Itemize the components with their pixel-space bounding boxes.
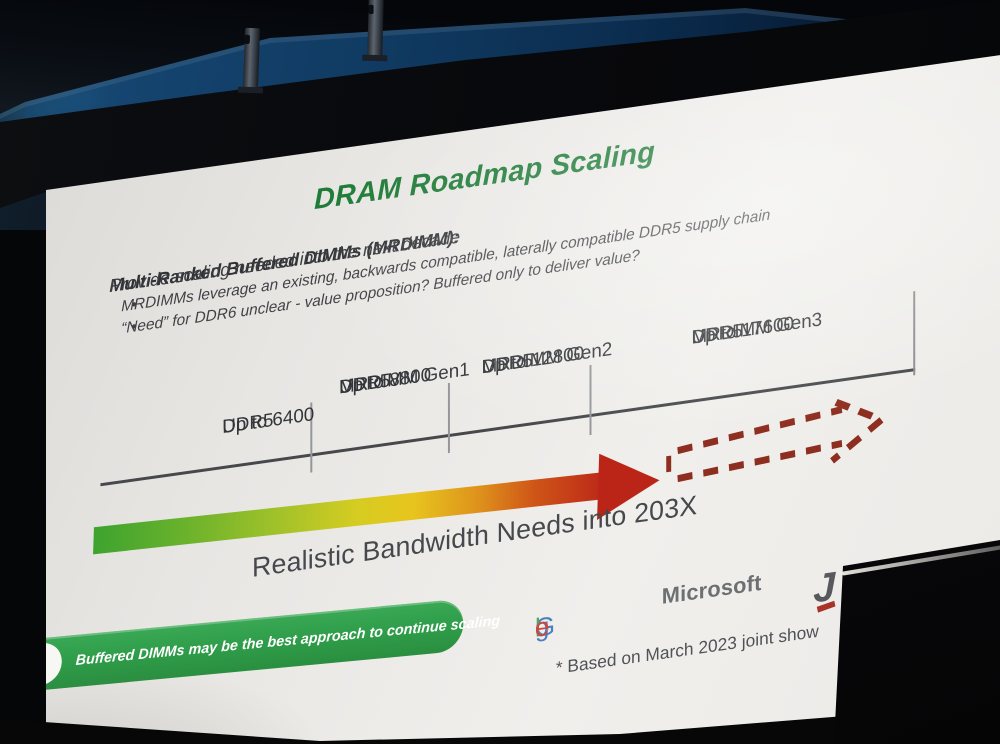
google-logo-letter: e — [535, 610, 549, 643]
dashed-future-arrow-icon — [666, 398, 889, 483]
bracket-slot — [244, 34, 250, 44]
bracket-foot — [237, 86, 264, 94]
footnote: * Based on March 2023 joint show — [555, 620, 819, 678]
timeline-tick — [589, 364, 592, 436]
projection-slide: DRAM Roadmap Scaling Multi-Ranked Buffer… — [46, 48, 1000, 744]
chevron-right-icon: › — [46, 641, 63, 688]
bracket-foot — [362, 54, 388, 62]
bracket-slot — [368, 4, 374, 14]
takeaway-banner-text: Buffered DIMMs may be the best approach … — [75, 613, 501, 670]
mounting-bracket — [237, 27, 264, 94]
timeline-end-tick — [913, 291, 916, 376]
timeline-tick — [447, 382, 450, 454]
takeaway-banner: › Buffered DIMMs may be the best approac… — [46, 598, 500, 694]
mounting-bracket — [362, 0, 388, 62]
microsoft-logo-label: Microsoft — [661, 569, 762, 609]
